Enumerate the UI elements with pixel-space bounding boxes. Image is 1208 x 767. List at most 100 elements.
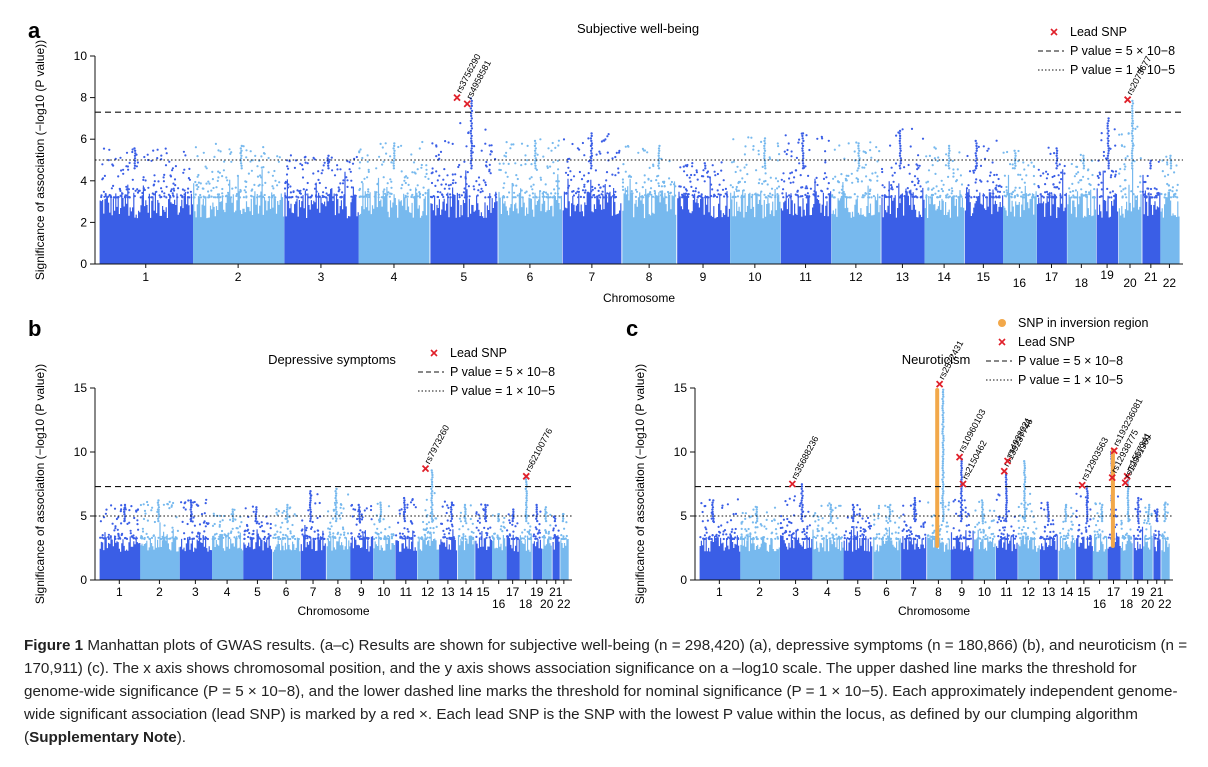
snp-point [992, 192, 995, 195]
snp-point [485, 160, 488, 164]
snp-point [905, 523, 908, 527]
snp-point [885, 519, 888, 523]
snp-point [427, 521, 431, 524]
peak-point [755, 513, 758, 516]
snp-point [451, 536, 454, 540]
snp-point [1037, 168, 1040, 171]
snp-point [1116, 537, 1119, 540]
snp-point [993, 173, 996, 177]
snp-point [358, 188, 361, 192]
snp-point [833, 196, 836, 199]
snp-point [716, 189, 719, 192]
snp-point [702, 169, 705, 172]
snp-point [641, 186, 644, 189]
snp-point [744, 528, 747, 531]
snp-point [1043, 530, 1046, 533]
snp-point [136, 508, 140, 511]
y-tick-label: 15 [674, 381, 688, 395]
snp-point [856, 178, 860, 181]
snp-point [508, 537, 511, 541]
peak-point [393, 142, 396, 145]
snp-point [487, 196, 490, 199]
snp-point [822, 177, 826, 180]
snp-point [398, 512, 401, 515]
snp-point [813, 194, 816, 197]
snp-point [233, 508, 236, 511]
chromosome-density [974, 529, 996, 580]
peak-point [590, 147, 594, 150]
peak-point [960, 478, 963, 481]
snp-point [192, 516, 195, 519]
snp-point [358, 161, 362, 164]
snp-point [134, 189, 137, 192]
snp-point [947, 508, 950, 511]
snp-point [1020, 502, 1023, 505]
chromosome-21-points [1153, 508, 1161, 580]
peak-point [763, 157, 766, 160]
snp-point [918, 164, 921, 167]
snp-point [485, 165, 488, 168]
snp-point [323, 537, 326, 541]
snp-point [726, 521, 729, 524]
snp-point [441, 505, 444, 508]
snp-point [868, 189, 872, 193]
snp-point [1021, 178, 1024, 181]
snp-point [964, 506, 967, 509]
peak-point [711, 506, 715, 509]
snp-point [104, 512, 107, 515]
snp-point [1082, 175, 1085, 178]
snp-point [137, 189, 140, 193]
snp-point [940, 187, 943, 191]
snp-point [973, 195, 976, 198]
snp-point [1072, 194, 1075, 197]
snp-point [1027, 526, 1030, 530]
chromosome-22-points [560, 512, 569, 580]
snp-point [1029, 502, 1032, 505]
snp-point [351, 515, 354, 518]
snp-point [469, 504, 472, 507]
snp-point [114, 525, 117, 528]
peak-point [470, 164, 473, 167]
peak-point [801, 494, 804, 497]
peak-point [763, 139, 766, 143]
snp-point [475, 180, 478, 183]
snp-point [1109, 176, 1112, 179]
snp-point [1098, 502, 1101, 505]
snp-point [856, 195, 859, 198]
snp-point [276, 184, 279, 187]
peak-point [852, 515, 855, 518]
chromosome-6-points [872, 503, 901, 580]
snp-point [701, 510, 704, 514]
peak-point [534, 167, 537, 170]
snp-point [605, 196, 608, 199]
snp-point [475, 511, 478, 514]
snp-point [894, 162, 898, 165]
snp-point [304, 161, 307, 164]
peak-point [1023, 485, 1026, 488]
chromosome-15-points [1075, 485, 1093, 580]
snp-point [1062, 520, 1065, 523]
snp-point [1137, 522, 1140, 525]
peak-point [544, 508, 547, 511]
peak-point [947, 152, 951, 155]
snp-point [864, 163, 868, 166]
peak-point [913, 519, 917, 523]
snp-point [862, 150, 865, 153]
snp-point [749, 532, 752, 535]
snp-point [876, 179, 879, 182]
snp-point [1023, 181, 1026, 184]
snp-point [250, 194, 253, 197]
snp-point [332, 509, 335, 512]
snp-point [549, 196, 552, 199]
snp-point [740, 536, 743, 539]
snp-point [792, 181, 795, 184]
peak-point [941, 496, 944, 500]
peak-point [942, 457, 945, 461]
snp-point [1001, 537, 1004, 540]
snp-point [591, 188, 594, 191]
chromosome-density [439, 529, 458, 580]
peak-point [1127, 506, 1130, 509]
snp-point [959, 194, 962, 197]
snp-point [1174, 195, 1177, 198]
snp-point [825, 534, 828, 538]
